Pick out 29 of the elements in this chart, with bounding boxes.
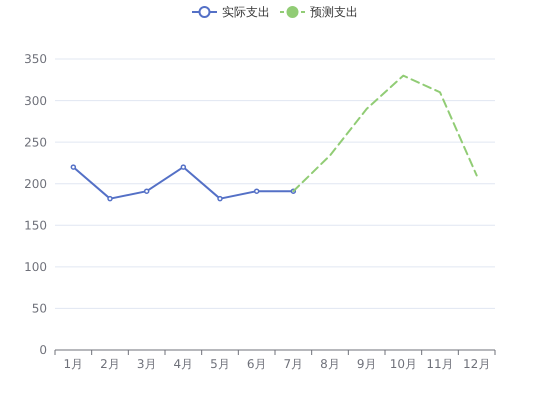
x-tick-label: 10月 <box>390 357 417 371</box>
line-series <box>292 74 478 192</box>
point <box>70 164 76 170</box>
point <box>107 196 113 202</box>
x-tick-label: 4月 <box>174 357 194 371</box>
x-tick-label: 9月 <box>356 357 376 371</box>
x-tick-label: 3月 <box>136 357 156 371</box>
y-tick-label: 0 <box>39 343 47 358</box>
x-tick-label: 2月 <box>100 357 120 371</box>
point <box>254 188 260 194</box>
y-tick-label: 150 <box>24 218 47 232</box>
point <box>144 188 150 194</box>
x-tick-label: 1月 <box>64 357 84 371</box>
legend-label: 预测支出 <box>310 5 358 20</box>
y-tick-label: 300 <box>24 94 47 108</box>
y-tick-label: 350 <box>24 52 47 66</box>
y-tick-label: 100 <box>24 260 47 274</box>
x-tick-label: 8月 <box>320 357 340 371</box>
x-tick-label: 5月 <box>210 357 230 371</box>
legend-label: 实际支出 <box>222 5 270 20</box>
y-tick-label: 200 <box>24 176 47 191</box>
point <box>180 164 186 170</box>
point <box>217 196 223 202</box>
x-tick-label: 12月 <box>463 357 490 371</box>
x-tick-label: 7月 <box>284 357 304 371</box>
x-tick-label: 11月 <box>426 357 454 371</box>
y-tick-label: 250 <box>24 135 47 150</box>
y-tick-label: 50 <box>32 302 47 316</box>
x-tick-label: 6月 <box>246 357 266 371</box>
